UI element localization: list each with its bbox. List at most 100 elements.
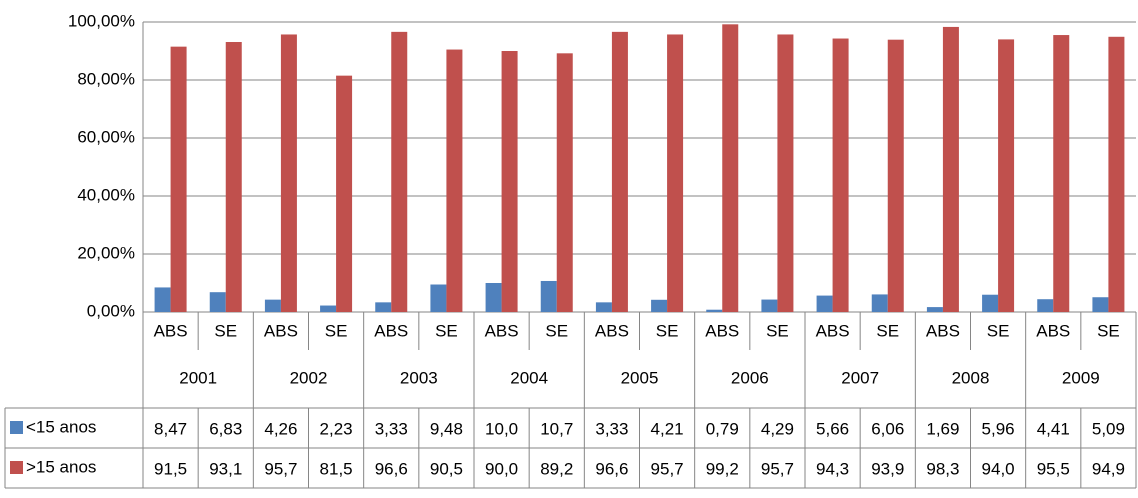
table-value: 81,5 [320,459,353,478]
table-value: 6,06 [871,419,904,438]
x-tick-label: ABS [264,321,298,340]
x-tick-label: SE [435,321,458,340]
table-value: 4,21 [651,419,684,438]
table-value: 10,0 [485,419,518,438]
table-value: 93,9 [871,459,904,478]
table-value: 3,33 [375,419,408,438]
bar [391,31,408,313]
y-tick-label: 60,00% [77,127,135,146]
table-value: 6,83 [209,419,242,438]
legend-key [10,461,23,474]
bar [154,287,171,312]
table-value: 10,7 [540,419,573,438]
table-value: 94,0 [982,459,1015,478]
legend-label: <15 anos [26,417,96,436]
bar [611,31,628,313]
group-label: 2008 [952,368,990,387]
bar [777,34,794,312]
bar [667,34,684,312]
legend-label: >15 anos [26,457,96,476]
bar [320,305,337,312]
table-value: 98,3 [926,459,959,478]
table-value: 95,7 [264,459,297,478]
table-value: 93,1 [209,459,242,478]
table-value: 5,66 [816,419,849,438]
y-tick-label: 100,00% [68,11,135,30]
bar [871,294,888,312]
bar [430,284,447,312]
table-value: 5,09 [1092,419,1125,438]
bar [446,49,463,313]
table-value: 4,41 [1037,419,1070,438]
table-value: 96,6 [375,459,408,478]
table-value: 5,96 [982,419,1015,438]
x-tick-label: ABS [595,321,629,340]
table-value: 2,23 [320,419,353,438]
group-label: 2009 [1062,368,1100,387]
bar [926,307,943,312]
x-tick-label: ABS [705,321,739,340]
bar [170,46,187,313]
table-value: 99,2 [706,459,739,478]
table-value: 94,9 [1092,459,1125,478]
bar [982,294,999,312]
group-label: 2005 [621,368,659,387]
bar [1108,36,1125,312]
x-tick-label: SE [656,321,679,340]
x-tick-label: SE [214,321,237,340]
bar [722,24,739,312]
bar [998,39,1015,313]
group-label: 2004 [510,368,548,387]
table-value: 9,48 [430,419,463,438]
bar [1092,297,1109,312]
bar [887,39,904,312]
bar [336,75,353,313]
bar [209,292,226,312]
table-value: 95,7 [761,459,794,478]
x-tick-label: SE [1097,321,1120,340]
bar [556,53,573,312]
table-value: 95,7 [651,459,684,478]
y-tick-label: 20,00% [77,243,135,262]
bar [280,34,297,312]
table-value: 90,0 [485,459,518,478]
group-label: 2006 [731,368,769,387]
y-tick-label: 80,00% [77,69,135,88]
table-value: 4,26 [264,419,297,438]
x-tick-label: ABS [1036,321,1070,340]
table-value: 91,5 [154,459,187,478]
x-tick-label: ABS [154,321,188,340]
table-value: 90,5 [430,459,463,478]
x-tick-label: SE [876,321,899,340]
bar [816,295,833,312]
group-label: 2007 [841,368,879,387]
bar [375,302,392,312]
table-value: 3,33 [595,419,628,438]
group-label: 2002 [290,368,328,387]
y-tick-label: 0,00% [87,301,135,320]
table-value: 1,69 [926,419,959,438]
bar [225,42,242,312]
table-value: 89,2 [540,459,573,478]
table-value: 0,79 [706,419,739,438]
bar [501,51,518,312]
group-label: 2001 [179,368,217,387]
x-tick-label: ABS [926,321,960,340]
bar [832,38,849,312]
x-tick-label: ABS [816,321,850,340]
bar [706,309,723,312]
group-label: 2003 [400,368,438,387]
table-value: 8,47 [154,419,187,438]
x-tick-label: SE [545,321,568,340]
bar [942,26,959,313]
x-tick-label: ABS [485,321,519,340]
bar [264,299,281,312]
bar [1053,35,1070,313]
table-value: 4,29 [761,419,794,438]
bar [540,280,557,312]
bar [1037,299,1054,312]
x-tick-label: ABS [374,321,408,340]
x-tick-label: SE [766,321,789,340]
